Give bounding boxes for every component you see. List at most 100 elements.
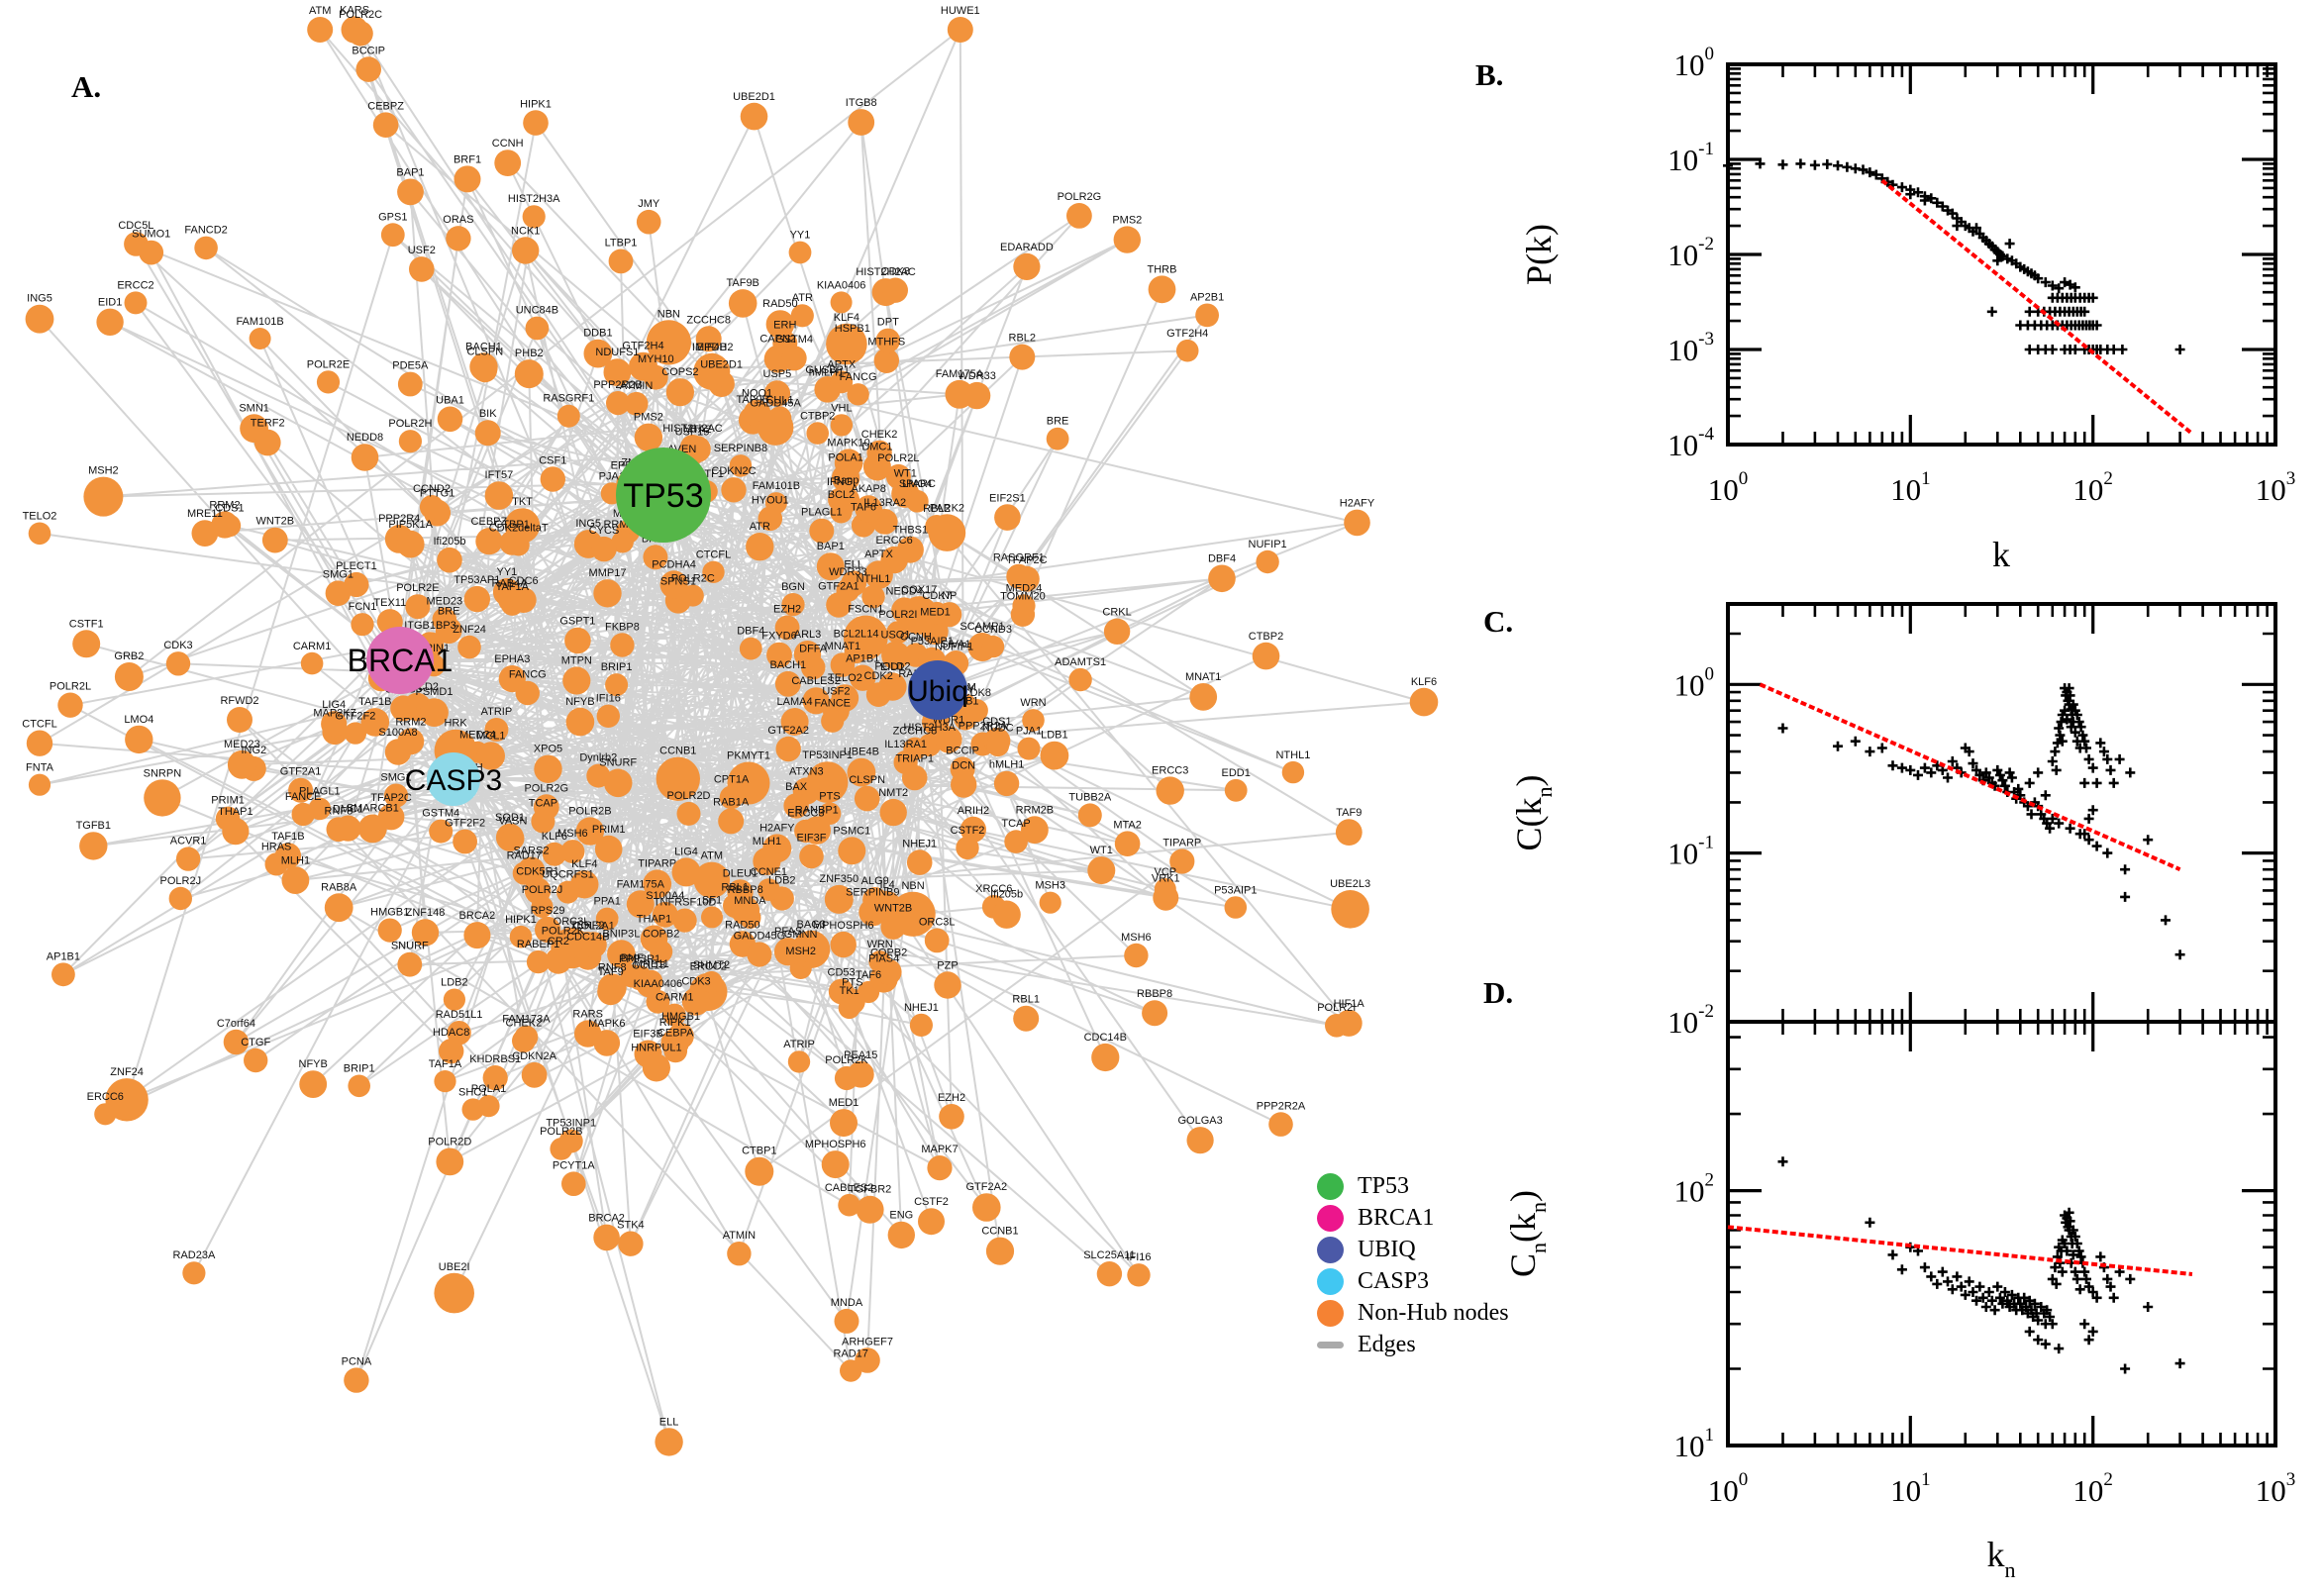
- network-node-label: UBE2D1: [733, 91, 775, 103]
- network-node-label: NUDC: [982, 722, 1014, 734]
- network-node: [918, 1208, 945, 1236]
- network-node-label: HIST2H3A: [903, 722, 956, 734]
- network-node: [175, 847, 201, 871]
- network-node-label: HUWE1: [941, 5, 980, 17]
- network-node-label: MSH6: [1121, 932, 1152, 944]
- network-node: [575, 817, 605, 846]
- network-node: [642, 1053, 671, 1082]
- network-node-label: PFAS: [774, 926, 802, 938]
- network-node-label: COX17: [901, 584, 937, 596]
- network-node-label: CDK7: [922, 590, 951, 602]
- network-node: [125, 725, 153, 754]
- network-node-label: NHEJ1: [904, 1002, 939, 1014]
- network-node: [681, 987, 711, 1016]
- network-node-label: COPB2: [870, 948, 907, 959]
- network-node: [773, 938, 803, 966]
- network-node-label: SOD1: [495, 812, 525, 824]
- network-node-label: GTF2F2: [445, 818, 485, 830]
- network-node-label: MNDA: [831, 1297, 863, 1309]
- network-node: [562, 666, 591, 695]
- network-node: [307, 17, 334, 43]
- network-node-label: GSPT1: [559, 616, 595, 628]
- legend-label: Non-Hub nodes: [1358, 1299, 1509, 1326]
- network-node: [816, 552, 845, 581]
- network-node-label: CDK8: [962, 687, 991, 699]
- network-node-label: ERCC2: [690, 961, 727, 973]
- network-node-label: FSCN1: [848, 604, 883, 616]
- network-node: [514, 359, 544, 389]
- network-node-label: ARL3: [794, 629, 822, 641]
- network-node-label: POLR2C: [671, 573, 715, 585]
- network-node-label: TP53INP1: [802, 749, 853, 761]
- network-node-label: RBL1: [1012, 994, 1040, 1006]
- network-node-label: CCNB1: [659, 746, 696, 757]
- network-node: [355, 56, 382, 82]
- network-node-label: FCN1: [349, 601, 377, 613]
- network-node: [787, 1050, 811, 1073]
- network-node-label: MTHFS: [867, 337, 905, 349]
- network-node: [1344, 509, 1370, 537]
- network-node: [574, 1020, 602, 1047]
- network-node: [790, 304, 814, 328]
- legend-item-non-hub-nodes: Non-Hub nodes: [1317, 1297, 1509, 1329]
- network-node: [325, 580, 352, 606]
- network-node: [291, 802, 315, 827]
- network-node-label: KHDRBS1: [469, 1053, 521, 1065]
- network-node-label: HMGB1: [370, 907, 409, 919]
- network-node-label: PPA1: [594, 896, 621, 908]
- network-node: [218, 514, 242, 538]
- network-node-label: COL2A1: [573, 920, 615, 932]
- network-node-label: RABEP1: [517, 939, 559, 950]
- network-node: [834, 1065, 859, 1091]
- network-node: [535, 916, 561, 944]
- network-node-label: XPO5: [534, 744, 562, 755]
- x-tick-label: 103: [2256, 468, 2296, 507]
- network-node: [740, 102, 768, 131]
- network-node: [636, 971, 662, 998]
- network-node-label: GSTM4: [422, 808, 459, 820]
- network-node: [348, 1074, 371, 1098]
- network-node-label: TELO2: [23, 511, 57, 523]
- network-node-label: UBA1: [436, 394, 464, 406]
- network-node: [746, 533, 774, 561]
- network-node-label: POLR2I: [878, 609, 917, 621]
- network-node-label: POLR2J: [160, 875, 202, 887]
- network-node-label: MED1: [829, 1097, 859, 1109]
- network-node: [300, 651, 324, 675]
- network-node-label: CEBPA: [657, 1028, 694, 1040]
- network-node: [436, 1147, 464, 1176]
- network-node-label: AKAP8: [851, 483, 885, 495]
- network-node: [1252, 642, 1280, 670]
- network-node: [377, 918, 402, 943]
- network-node-label: PRIM1: [592, 824, 626, 836]
- network-node: [909, 1013, 934, 1037]
- network-node-label: BCL2: [828, 489, 856, 501]
- network-node: [676, 801, 701, 826]
- network-node-label: LMO4: [124, 714, 153, 726]
- y-tick-label: 101: [1674, 1425, 1715, 1463]
- network-node-label: TIPARP: [638, 857, 676, 869]
- network-node: [261, 527, 288, 553]
- network-node-label: RAD17: [833, 1347, 867, 1359]
- network-node-label: BAX: [785, 781, 808, 793]
- network-node: [434, 1070, 456, 1093]
- network-node-label: IFT57: [485, 469, 514, 481]
- fit-line: [1880, 178, 2194, 436]
- y-tick-label: 100: [1674, 44, 1715, 82]
- y-tick-label: 102: [1674, 1170, 1715, 1209]
- network-node: [244, 1047, 268, 1073]
- network-node: [1022, 709, 1045, 732]
- network-node-label: S100A4: [646, 890, 684, 902]
- network-node-label: ELL: [844, 558, 863, 570]
- network-node-label: H2AFY: [759, 822, 795, 834]
- network-node-label: SERPINB8: [714, 443, 767, 454]
- network-node-label: CEBPZ: [367, 100, 404, 112]
- network-node-label: ATR: [792, 292, 813, 304]
- network-node: [1124, 943, 1149, 968]
- network-node: [780, 708, 809, 736]
- legend-label: CASP3: [1358, 1267, 1430, 1294]
- network-node-label: NEDD4: [886, 586, 923, 598]
- network-node-label: RARS: [572, 1009, 603, 1021]
- legend-item-brca1: BRCA1: [1317, 1202, 1509, 1234]
- network-node-label: PCYT1A: [553, 1159, 595, 1171]
